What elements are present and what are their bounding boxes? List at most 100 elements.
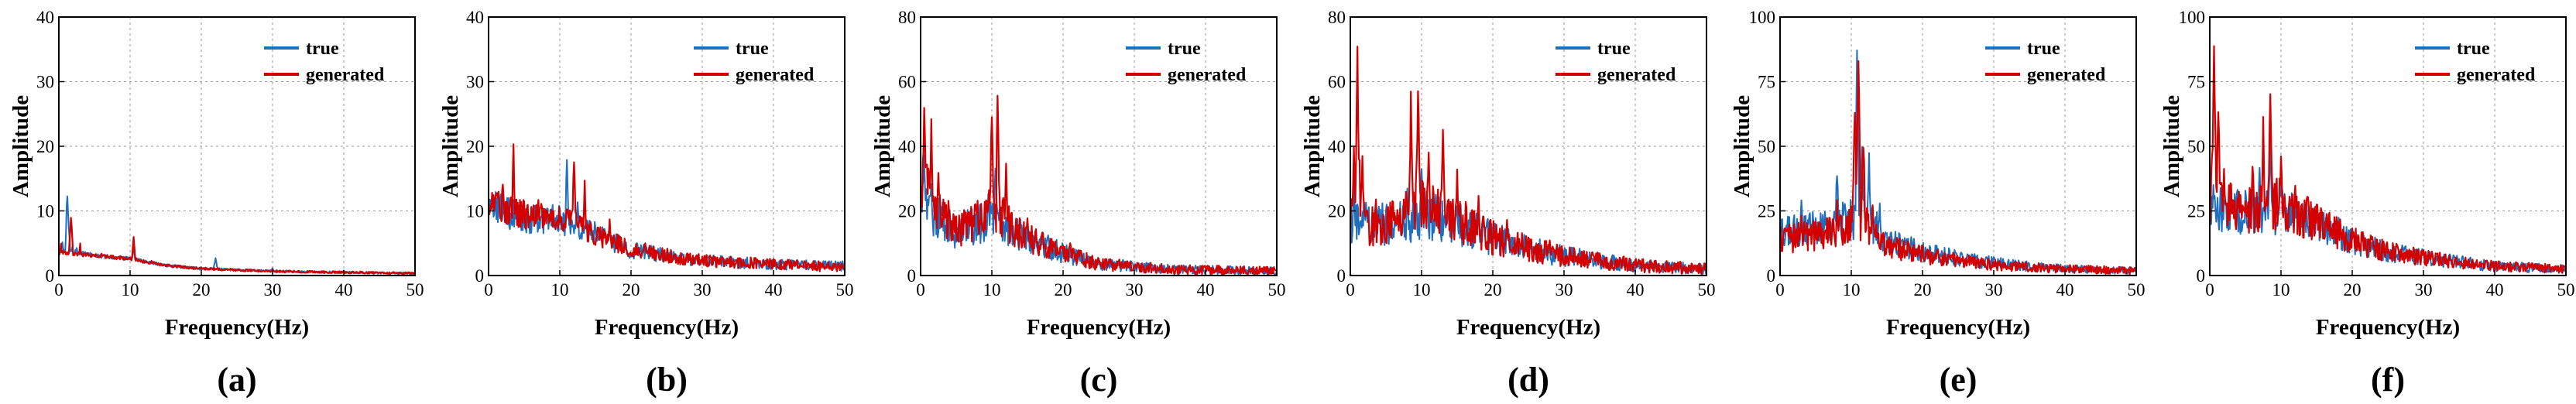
y-tick-label: 50 xyxy=(1758,137,1775,156)
x-tick-label: 10 xyxy=(1843,280,1861,300)
y-tick-label: 20 xyxy=(36,137,54,156)
legend-label-true: true xyxy=(736,39,769,59)
x-tick-label: 30 xyxy=(2415,280,2433,300)
y-tick-label: 40 xyxy=(466,8,484,27)
x-tick-label: 40 xyxy=(765,280,783,300)
y-tick-label: 0 xyxy=(1767,266,1776,286)
x-tick-label: 30 xyxy=(1556,280,1573,300)
legend-label-generated: generated xyxy=(2457,65,2536,85)
y-tick-label: 0 xyxy=(475,266,485,286)
y-tick-label: 20 xyxy=(1328,202,1346,221)
y-tick-label: 100 xyxy=(2179,8,2206,27)
chart-panel-1: 0 10 20 30 40 50 0 10 20 30 40 Frequency(Hz) Amplitu… xyxy=(9,8,424,399)
x-tick-label: 10 xyxy=(1413,280,1431,300)
x-tick-label: 30 xyxy=(694,280,712,300)
y-tick-label: 40 xyxy=(898,137,916,156)
x-tick-label: 0 xyxy=(54,280,63,300)
series-line-generated xyxy=(919,94,1278,276)
y-axis-title: Amplitude xyxy=(2159,95,2184,197)
plot-frame xyxy=(58,16,416,276)
x-tick-label: 20 xyxy=(2344,280,2362,300)
x-tick-label: 20 xyxy=(1914,280,1932,300)
x-tick-label: 50 xyxy=(1268,280,1286,300)
x-tick-label: 50 xyxy=(2557,280,2575,300)
x-axis-title: Frequency(Hz) xyxy=(2316,315,2460,340)
y-tick-label: 75 xyxy=(1758,73,1775,92)
y-axis-title: Amplitude xyxy=(1300,95,1325,197)
y-tick-label: 25 xyxy=(1758,202,1775,221)
panel-caption: (f) xyxy=(2371,361,2405,399)
y-tick-label: 40 xyxy=(36,8,54,27)
x-tick-label: 0 xyxy=(484,280,493,300)
panel-caption: (d) xyxy=(1508,361,1549,399)
x-tick-label: 20 xyxy=(193,280,211,300)
y-tick-label: 0 xyxy=(2197,266,2206,286)
chart-panel-6: 0 10 20 30 40 50 0 25 50 75 100 Frequency(Hz) Amplit… xyxy=(2159,8,2575,399)
y-tick-label: 60 xyxy=(1328,73,1346,92)
x-tick-label: 40 xyxy=(1197,280,1215,300)
x-axis-title: Frequency(Hz) xyxy=(595,315,739,340)
y-tick-label: 75 xyxy=(2187,73,2205,92)
panel-caption: (a) xyxy=(217,361,256,399)
x-tick-label: 50 xyxy=(836,280,854,300)
series-line-true xyxy=(1779,50,2137,275)
x-tick-label: 10 xyxy=(2272,280,2290,300)
x-tick-label: 30 xyxy=(1985,280,2003,300)
y-tick-label: 0 xyxy=(907,266,917,286)
y-tick-label: 10 xyxy=(36,202,54,221)
x-tick-label: 0 xyxy=(916,280,925,300)
chart-panel-4: 0 10 20 30 40 50 0 20 40 60 80 Frequency(Hz) Amplitu… xyxy=(1300,8,1716,399)
panel-caption: (c) xyxy=(1080,361,1118,399)
series-line-generated xyxy=(1779,60,2137,276)
x-tick-label: 20 xyxy=(623,280,640,300)
panel-caption: (e) xyxy=(1940,361,1977,399)
x-tick-label: 10 xyxy=(983,280,1001,300)
y-tick-label: 60 xyxy=(898,73,916,92)
y-tick-label: 100 xyxy=(1749,8,1776,27)
x-axis-title: Frequency(Hz) xyxy=(1886,315,2030,340)
chart-panel-2: 0 10 20 30 40 50 0 10 20 30 40 Frequency(Hz) Amplitu… xyxy=(438,8,854,399)
x-tick-label: 10 xyxy=(551,280,569,300)
legend-label-true: true xyxy=(306,39,339,59)
series-line-generated xyxy=(488,143,846,272)
y-tick-label: 20 xyxy=(898,202,916,221)
x-axis-title: Frequency(Hz) xyxy=(1027,315,1171,340)
x-tick-label: 50 xyxy=(1698,280,1716,300)
x-tick-label: 30 xyxy=(264,280,282,300)
y-tick-label: 50 xyxy=(2187,137,2205,156)
x-tick-label: 50 xyxy=(2128,280,2146,300)
x-tick-label: 0 xyxy=(1775,280,1785,300)
legend-label-generated: generated xyxy=(1168,65,1247,85)
x-tick-label: 50 xyxy=(406,280,424,300)
chart-panel-5: 0 10 20 30 40 50 0 25 50 75 100 Frequency(Hz) Amplit… xyxy=(1730,8,2146,399)
y-tick-label: 0 xyxy=(1337,266,1346,286)
y-tick-label: 30 xyxy=(466,73,484,92)
y-tick-label: 25 xyxy=(2187,202,2205,221)
series-line-generated xyxy=(1349,46,1708,276)
x-tick-label: 40 xyxy=(335,280,353,300)
y-axis-title: Amplitude xyxy=(1730,95,1754,197)
y-tick-label: 80 xyxy=(898,8,916,27)
x-tick-label: 40 xyxy=(2056,280,2074,300)
legend-label-generated: generated xyxy=(2027,65,2106,85)
y-tick-label: 80 xyxy=(1328,8,1346,27)
y-tick-label: 0 xyxy=(46,266,55,286)
x-tick-label: 10 xyxy=(122,280,139,300)
x-tick-label: 30 xyxy=(1126,280,1144,300)
x-axis-title: Frequency(Hz) xyxy=(1456,315,1600,340)
y-tick-label: 20 xyxy=(466,137,484,156)
x-tick-label: 20 xyxy=(1484,280,1502,300)
series-line-generated xyxy=(2208,45,2567,274)
legend-label-true: true xyxy=(2027,39,2060,59)
legend-label-true: true xyxy=(2457,39,2490,59)
series-line-generated xyxy=(58,217,416,276)
x-tick-label: 0 xyxy=(1346,280,1355,300)
plot-frame xyxy=(1779,16,2137,276)
panel-caption: (b) xyxy=(646,361,688,399)
x-tick-label: 40 xyxy=(2486,280,2504,300)
y-tick-label: 30 xyxy=(36,73,54,92)
x-tick-label: 0 xyxy=(2205,280,2214,300)
x-tick-label: 20 xyxy=(1055,280,1072,300)
legend-label-generated: generated xyxy=(306,65,385,85)
